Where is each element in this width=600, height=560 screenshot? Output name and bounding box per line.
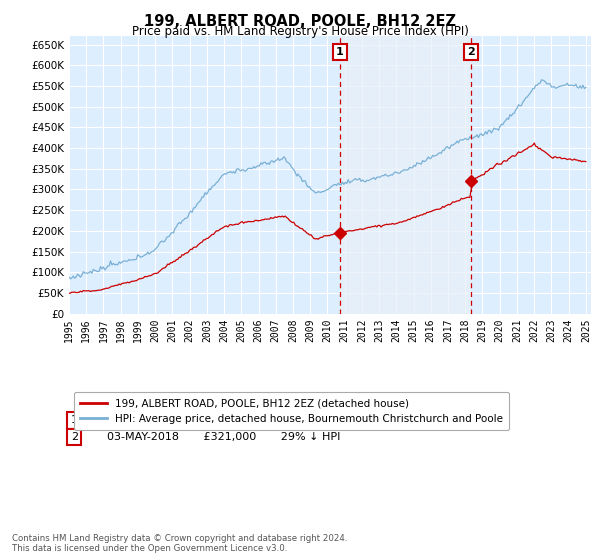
Text: 199, ALBERT ROAD, POOLE, BH12 2EZ: 199, ALBERT ROAD, POOLE, BH12 2EZ xyxy=(144,14,456,29)
Bar xyxy=(340,36,471,314)
Text: 1: 1 xyxy=(71,416,78,426)
Text: Contains HM Land Registry data © Crown copyright and database right 2024.
This d: Contains HM Land Registry data © Crown c… xyxy=(12,534,347,553)
Text: 1: 1 xyxy=(336,46,344,57)
Legend: 199, ALBERT ROAD, POOLE, BH12 2EZ (detached house), HPI: Average price, detached: 199, ALBERT ROAD, POOLE, BH12 2EZ (detac… xyxy=(74,392,509,430)
Text: Price paid vs. HM Land Registry's House Price Index (HPI): Price paid vs. HM Land Registry's House … xyxy=(131,25,469,38)
Text: 2: 2 xyxy=(467,46,475,57)
Text: 03-MAY-2018       £321,000       29% ↓ HPI: 03-MAY-2018 £321,000 29% ↓ HPI xyxy=(100,432,341,442)
Title: 199, ALBERT ROAD, POOLE, BH12 2EZ
Price paid vs. HM Land Registry's House Price : 199, ALBERT ROAD, POOLE, BH12 2EZ Price … xyxy=(0,559,1,560)
Text: 2: 2 xyxy=(71,432,78,442)
Text: 22-SEP-2010       £195,000       40% ↓ HPI: 22-SEP-2010 £195,000 40% ↓ HPI xyxy=(100,416,340,426)
